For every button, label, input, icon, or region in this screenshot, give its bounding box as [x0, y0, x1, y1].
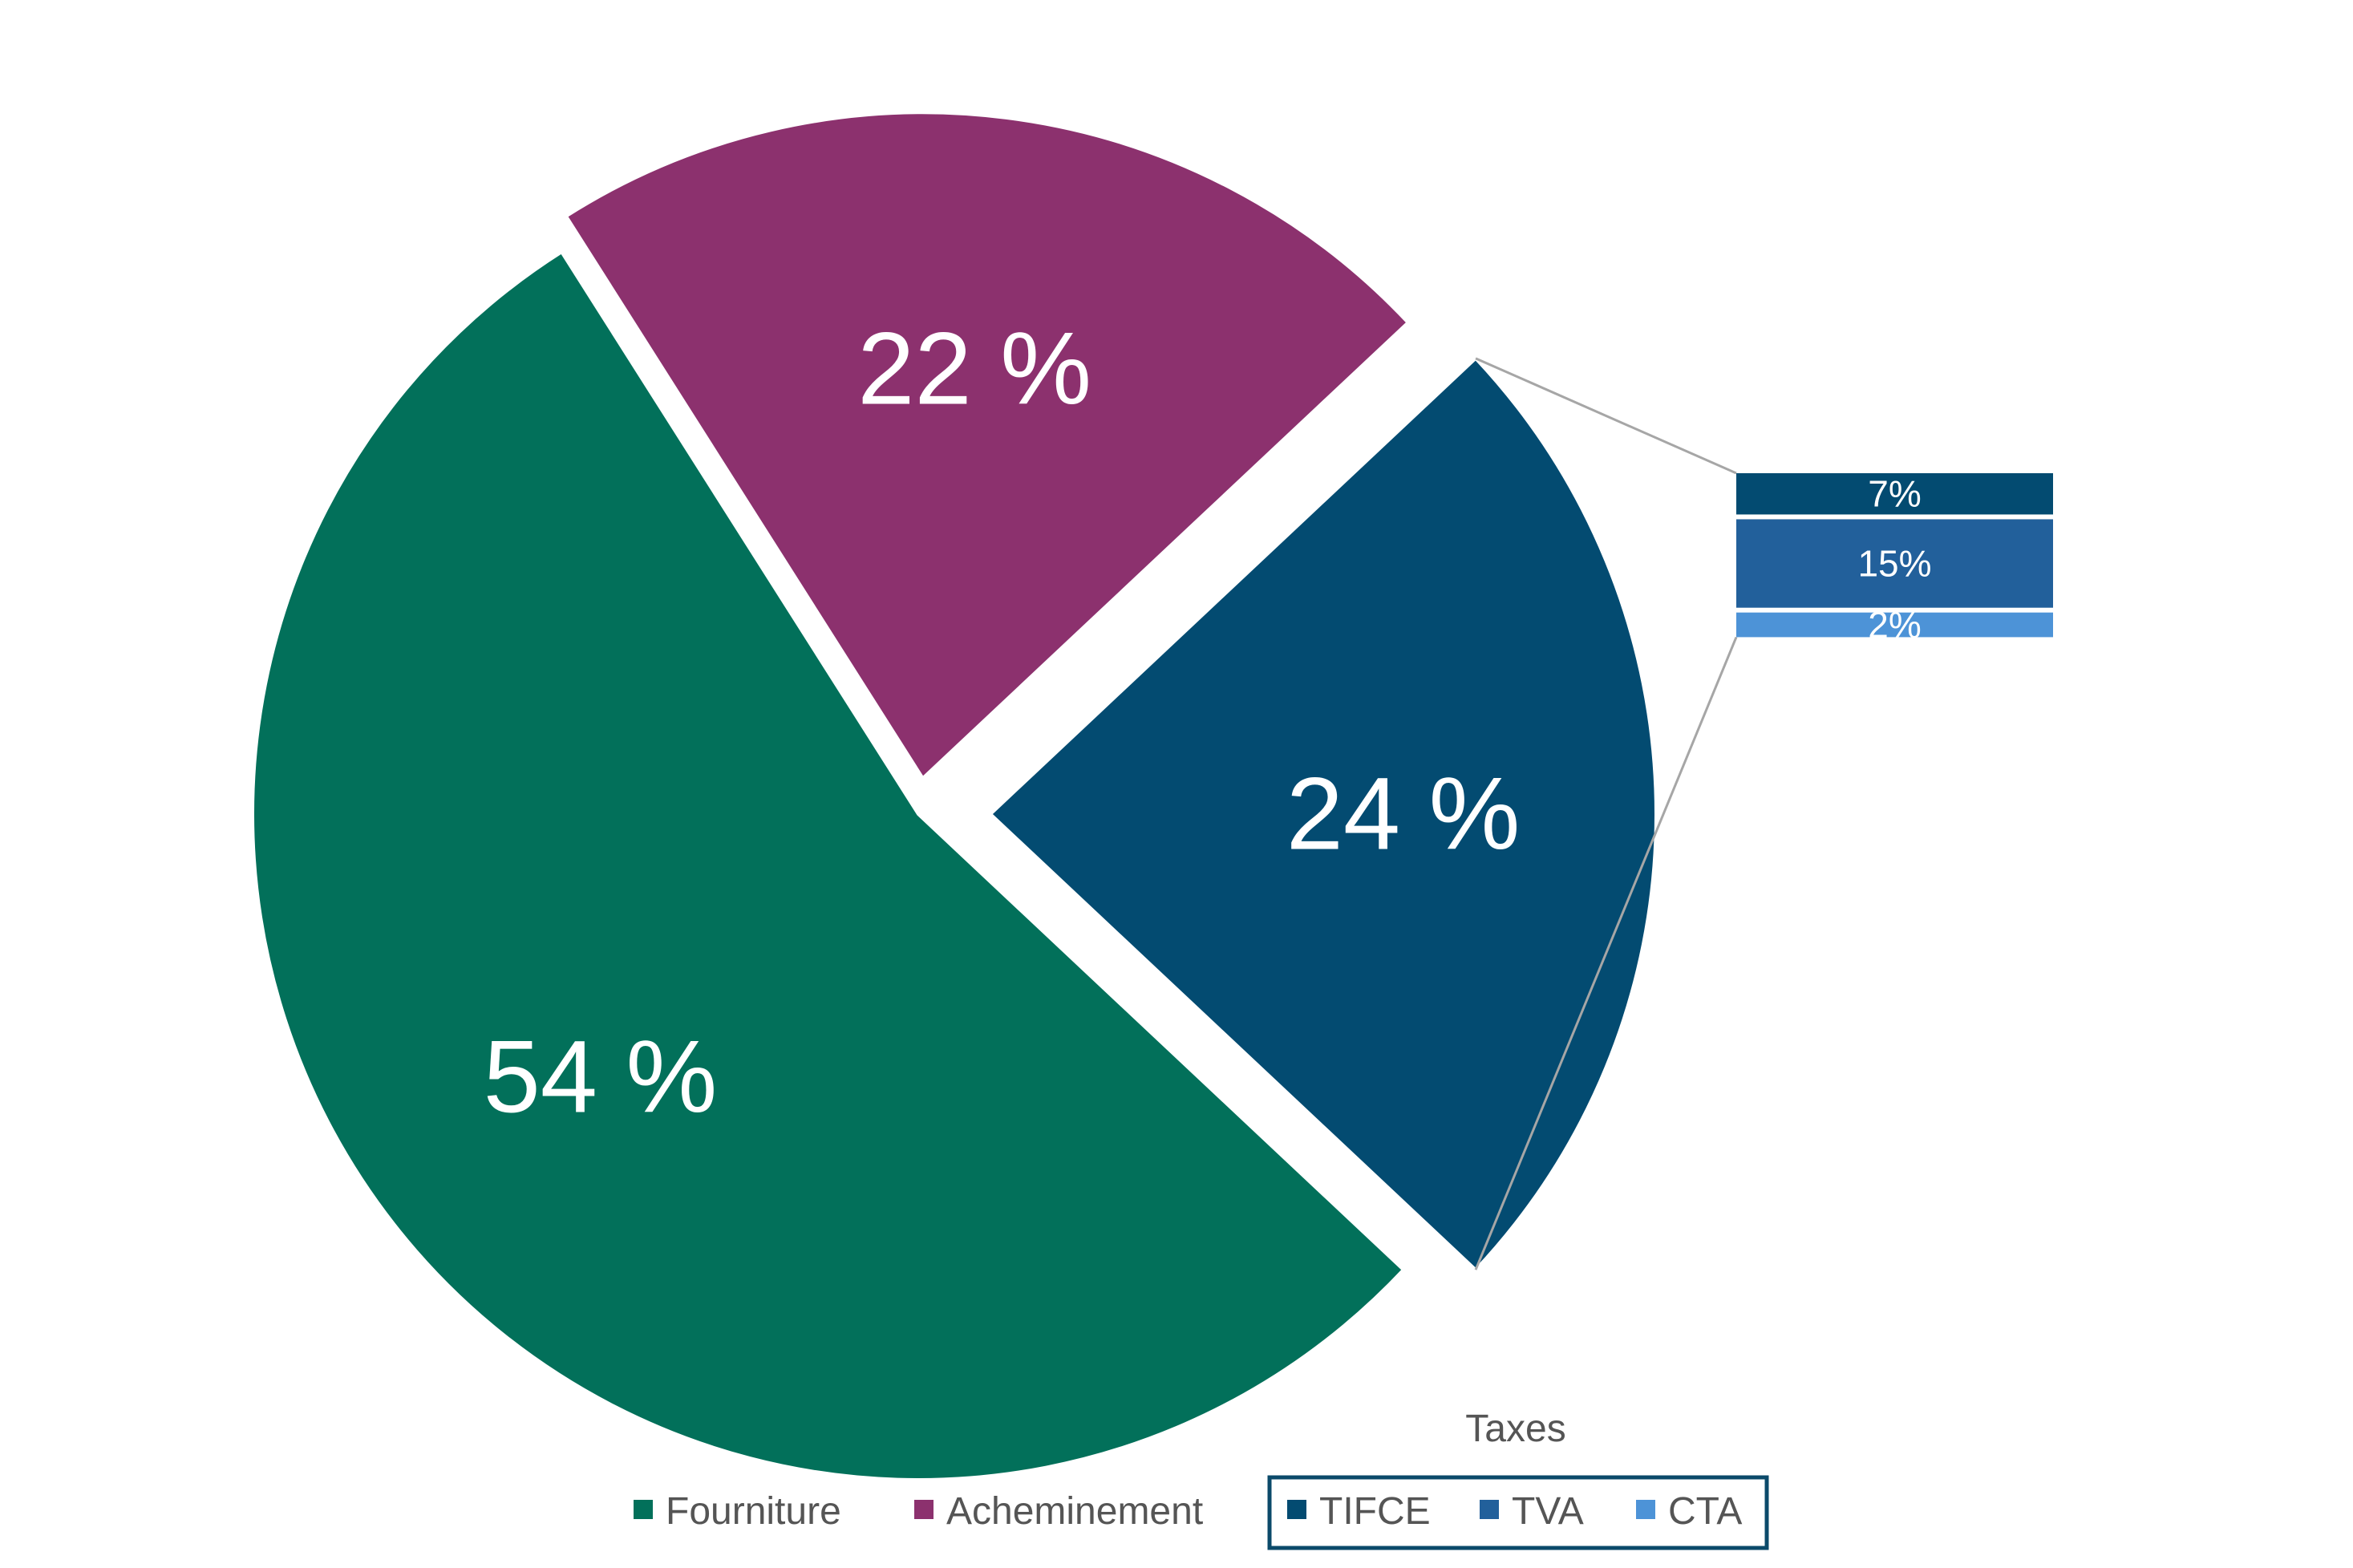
connector-line-bottom	[1474, 636, 1738, 1270]
legend-group-title: Taxes	[1465, 1408, 1565, 1450]
legend-label-fourniture: Fourniture	[666, 1490, 841, 1533]
bar-label-tva: 15%	[1857, 543, 1931, 585]
bar-label-cta: 2%	[1868, 604, 1921, 646]
legend-swatch-tva	[1480, 1500, 1499, 1519]
legend-label-cta: CTA	[1668, 1490, 1742, 1533]
legend-label-tva: TVA	[1512, 1490, 1584, 1533]
pie-slice-fourniture	[250, 249, 1406, 1481]
bar-segment-cta	[1736, 612, 2053, 638]
legend-group-box	[1267, 1475, 1769, 1550]
pie-slices: 54 % 22 % 24 %	[250, 111, 1658, 1481]
bar-segment-tva	[1736, 519, 2053, 608]
legend-swatch-cta	[1636, 1500, 1655, 1519]
legend: Taxes Fourniture Acheminement TIFCE TVA CTA	[634, 1408, 1769, 1550]
pie-slice-taxes	[988, 355, 1658, 1272]
pie-label-taxes: 24 %	[1286, 757, 1521, 872]
pie-slice-acheminement	[564, 111, 1411, 781]
bar-label-tifce: 7%	[1868, 473, 1921, 515]
legend-label-tifce: TIFCE	[1319, 1490, 1431, 1533]
bar-segment-tifce	[1736, 473, 2053, 515]
legend-swatch-acheminement	[914, 1500, 934, 1519]
legend-swatch-tifce	[1287, 1500, 1306, 1519]
legend-swatch-fourniture	[634, 1500, 653, 1519]
taxes-breakdown-bar: 7% 15% 2%	[1736, 473, 2053, 646]
pie-label-fourniture: 54 %	[484, 1020, 718, 1135]
connector-lines	[1474, 357, 1738, 1270]
legend-label-acheminement: Acheminement	[946, 1490, 1203, 1533]
connector-line-top	[1475, 357, 1737, 475]
pie-label-acheminement: 22 %	[857, 311, 1091, 426]
